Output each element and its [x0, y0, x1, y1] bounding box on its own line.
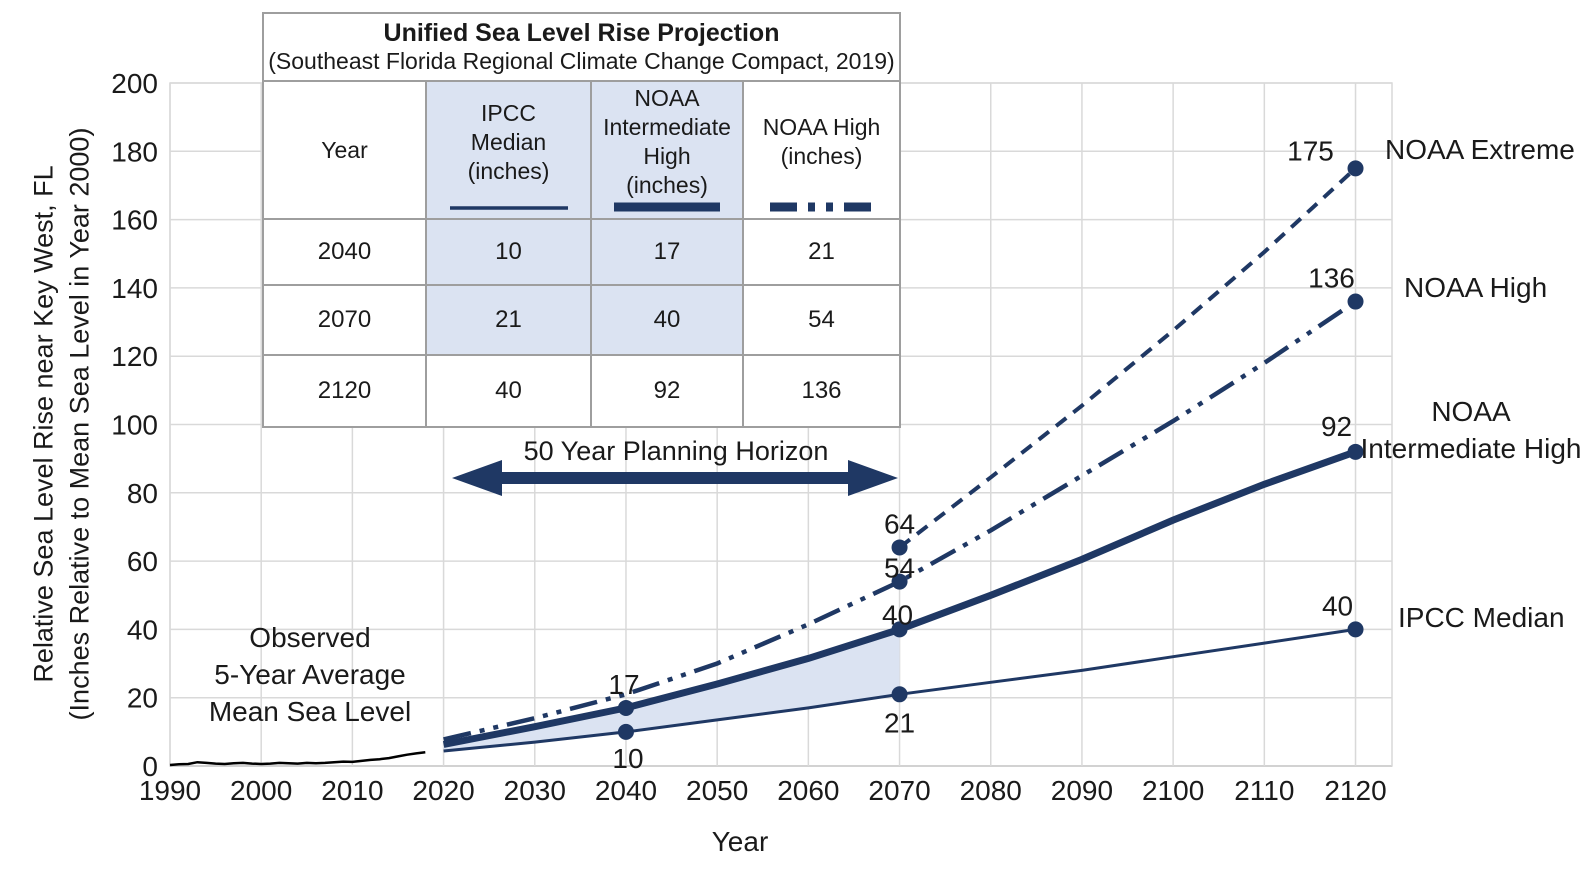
table-cell-2120-noaa-int-high: 92 — [592, 356, 744, 426]
y-axis-title-line1: Relative Sea Level Rise near Key West, F… — [28, 165, 59, 683]
svg-text:2060: 2060 — [777, 775, 839, 806]
y-tick-labels: 0 20 40 60 80 100 120 140 160 180 200 — [111, 68, 158, 782]
legend-line-ipcc-median-icon — [449, 206, 568, 210]
marker-noaa-intermediate-high-2040 — [617, 699, 634, 716]
svg-text:2110: 2110 — [1234, 775, 1294, 806]
svg-text:120: 120 — [111, 341, 158, 372]
svg-text:100: 100 — [111, 410, 158, 441]
legend-line-noaa-intermediate-high-icon — [614, 202, 720, 212]
table-cell-2070-noaa-int-high: 40 — [592, 286, 744, 356]
value-label-noaa-intermediate-high-2120: 92 — [1321, 411, 1352, 442]
marker-noaa-high-2070 — [891, 573, 908, 590]
marker-noaa-intermediate-high-2120 — [1347, 443, 1364, 460]
table-cell-2070-ipcc: 21 — [427, 286, 592, 356]
table-header-ipcc-text: IPCC Median (inches) — [467, 99, 550, 184]
table-cell-2120-noaa-high: 136 — [801, 377, 842, 404]
svg-text:2100: 2100 — [1142, 775, 1204, 806]
value-label-noaa-extreme-2120: 175 — [1287, 135, 1334, 166]
table-cell-2120-ipcc: 40 — [427, 356, 592, 426]
marker-noaa-high-2120 — [1347, 293, 1364, 310]
table-header-ipcc-median: IPCC Median (inches) — [427, 82, 592, 220]
table-header-noaa-high: NOAA High (inches) — [744, 82, 899, 220]
table-cell-2040-ipcc: 10 — [427, 220, 592, 286]
marker-noaa-extreme-2120 — [1347, 160, 1364, 177]
legend-line-noaa-high-icon — [769, 202, 874, 212]
projection-table: Unified Sea Level Rise Projection (South… — [262, 12, 901, 428]
x-tick-labels: 1990 2000 2010 2020 2030 2040 2050 2060 2070 2080… — [139, 775, 1387, 806]
svg-text:60: 60 — [127, 546, 158, 577]
table-subtitle: (Southeast Florida Regional Climate Chan… — [268, 48, 895, 74]
observed-series-label: Observed 5-Year Average Mean Sea Level — [208, 622, 412, 727]
value-label-noaa-high-2070: 54 — [884, 553, 915, 584]
svg-text:2080: 2080 — [960, 775, 1022, 806]
svg-text:2050: 2050 — [686, 775, 748, 806]
value-label-noaa-intermediate-high-2040: 17 — [608, 669, 639, 700]
line-label-noaa-intermediate-high: NOAA Intermediate High — [1360, 396, 1582, 464]
marker-ipcc-median-2040 — [617, 723, 634, 740]
value-label-ipcc-median-2070: 21 — [884, 707, 915, 738]
table-cell-year-2070: 2070 — [264, 286, 427, 356]
table-header-noaa-high-text: NOAA High (inches) — [762, 114, 881, 169]
marker-ipcc-median-2120 — [1347, 621, 1364, 638]
table-header-year: Year — [264, 82, 427, 220]
marker-noaa-intermediate-high-2070 — [891, 621, 908, 638]
planning-horizon-label: 50 Year Planning Horizon — [523, 436, 829, 466]
table-cell-year-2120: 2120 — [264, 356, 427, 426]
svg-text:2010: 2010 — [321, 775, 383, 806]
value-label-noaa-intermediate-high-2070: 40 — [882, 599, 913, 630]
svg-text:80: 80 — [127, 478, 158, 509]
series-observed-5-year-average-mean-sea-level-line — [169, 751, 426, 767]
svg-text:2040: 2040 — [595, 775, 657, 806]
svg-text:140: 140 — [111, 273, 158, 304]
svg-text:2120: 2120 — [1324, 775, 1386, 806]
line-label-ipcc-median: IPCC Median — [1398, 602, 1565, 633]
svg-text:160: 160 — [111, 205, 158, 236]
line-label-noaa-extreme: NOAA Extreme — [1385, 134, 1575, 165]
line-label-noaa-high: NOAA High — [1404, 272, 1548, 303]
x-axis-title: Year — [711, 826, 769, 857]
table-cell-year-2040: 2040 — [264, 220, 427, 286]
svg-text:20: 20 — [127, 683, 158, 714]
table-header-noaa-intermediate-high: NOAA Intermediate High (inches) — [592, 82, 744, 220]
table-cell-2070-noaa-high: 54 — [744, 286, 899, 356]
table-header-noaa-int-high-text: NOAA Intermediate High (inches) — [603, 85, 731, 198]
svg-text:2000: 2000 — [230, 775, 292, 806]
svg-text:0: 0 — [142, 751, 158, 782]
svg-text:1990: 1990 — [139, 775, 201, 806]
table-title: Unified Sea Level Rise Projection — [383, 19, 780, 47]
svg-text:2090: 2090 — [1051, 775, 1113, 806]
svg-text:2070: 2070 — [868, 775, 930, 806]
double-headed-arrow-icon — [452, 460, 898, 496]
svg-text:40: 40 — [127, 614, 158, 645]
svg-text:2030: 2030 — [504, 775, 566, 806]
value-label-noaa-extreme-2070: 64 — [884, 508, 915, 539]
marker-ipcc-median-2070 — [891, 686, 908, 703]
series-noaa-high-line — [443, 299, 1357, 742]
svg-text:200: 200 — [111, 68, 158, 99]
table-cell-2040-noaa-high: 21 — [744, 220, 899, 286]
svg-text:2020: 2020 — [412, 775, 474, 806]
value-label-ipcc-median-2120: 40 — [1322, 590, 1353, 621]
value-label-ipcc-median-2040: 10 — [612, 743, 643, 774]
svg-text:180: 180 — [111, 136, 158, 167]
value-label-noaa-high-2120: 136 — [1308, 263, 1355, 294]
series-noaa-extreme-line — [898, 166, 1357, 549]
marker-noaa-extreme-2070 — [891, 539, 908, 556]
table-title-block: Unified Sea Level Rise Projection (South… — [264, 14, 899, 82]
y-axis-title-line2: (Inches Relative to Mean Sea Level in Ye… — [64, 127, 95, 721]
table-cell-2040-noaa-int-high: 17 — [592, 220, 744, 286]
